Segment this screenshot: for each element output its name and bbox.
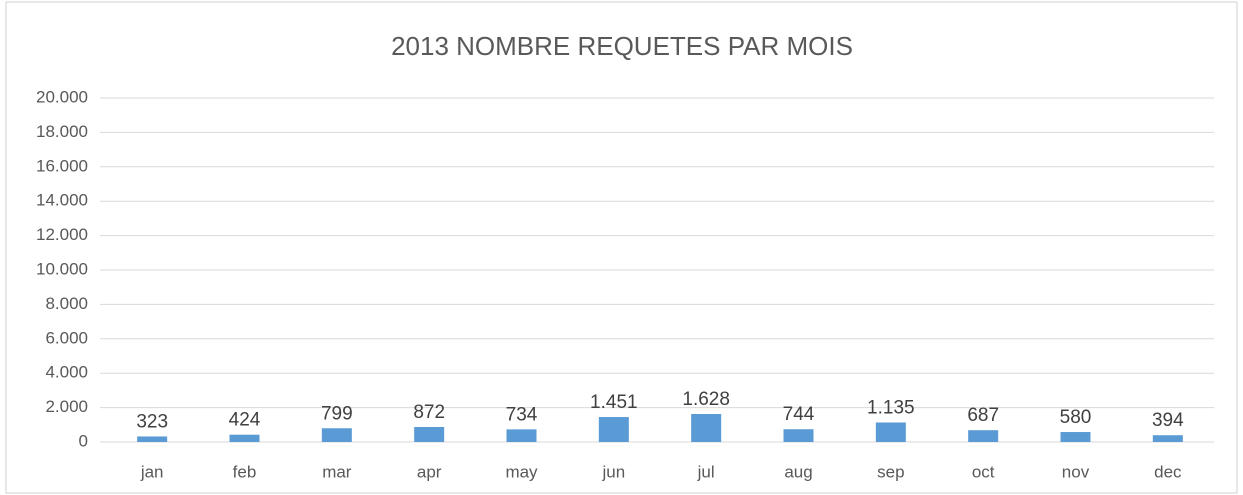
x-tick-label: mar: [322, 462, 352, 481]
data-label: 799: [321, 403, 353, 424]
bar: [1152, 435, 1183, 442]
data-label: 872: [413, 402, 445, 423]
chart-frame: [5, 1, 1238, 494]
x-tick-label: aug: [784, 462, 812, 481]
chart-title: 2013 NOMBRE REQUETES PAR MOIS: [391, 31, 853, 61]
data-label: 323: [136, 411, 168, 432]
bar: [783, 429, 814, 442]
y-tick-label: 16.000: [36, 156, 88, 175]
bar: [968, 430, 999, 442]
bar: [414, 427, 445, 442]
y-tick-label: 14.000: [36, 191, 88, 210]
x-tick-label: sep: [877, 462, 904, 481]
data-label: 394: [1152, 410, 1184, 431]
x-tick-label: may: [505, 462, 538, 481]
data-label: 1.628: [682, 389, 730, 410]
data-label: 734: [506, 404, 538, 425]
data-label: 580: [1060, 407, 1092, 428]
y-tick-label: 12.000: [36, 225, 88, 244]
x-tick-label: nov: [1062, 462, 1090, 481]
x-tick-label: oct: [972, 462, 995, 481]
data-label: 744: [783, 404, 815, 425]
bar: [137, 436, 168, 442]
y-tick-label: 18.000: [36, 122, 88, 141]
bar: [229, 434, 260, 442]
data-label: 687: [967, 405, 999, 426]
bar: [1060, 432, 1091, 442]
y-tick-label: 20.000: [36, 87, 88, 106]
x-tick-label: jun: [601, 462, 625, 481]
x-tick-label: jan: [140, 462, 164, 481]
y-tick-label: 10.000: [36, 259, 88, 278]
x-tick-label: jul: [697, 462, 715, 481]
data-label: 1.451: [590, 392, 638, 413]
x-tick-label: feb: [233, 462, 257, 481]
y-tick-label: 0: [79, 431, 88, 450]
y-tick-label: 6.000: [45, 328, 88, 347]
y-tick-label: 2.000: [45, 397, 88, 416]
data-label: 1.135: [867, 397, 915, 418]
data-label: 424: [229, 410, 261, 431]
bar: [691, 413, 722, 442]
y-tick-label: 8.000: [45, 294, 88, 313]
bar: [598, 417, 629, 442]
bar: [875, 422, 906, 442]
y-tick-label: 4.000: [45, 363, 88, 382]
x-tick-label: apr: [417, 462, 442, 481]
bar: [321, 428, 352, 442]
bar: [506, 429, 537, 442]
x-tick-label: dec: [1154, 462, 1182, 481]
